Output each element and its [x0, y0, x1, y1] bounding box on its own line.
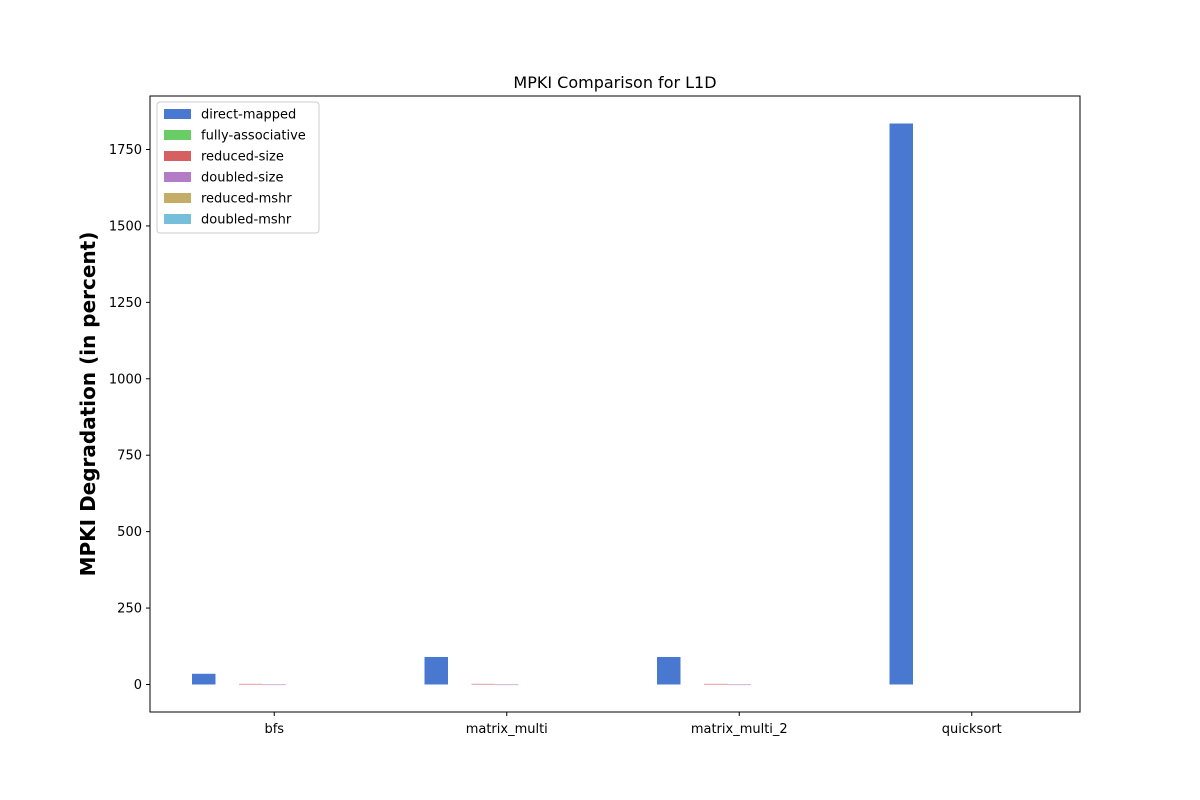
bars-group: [192, 123, 913, 686]
bar-doubled-size-matrix_multi_2: [727, 684, 751, 686]
y-tick-label-1500: 1500: [109, 219, 142, 234]
legend-swatch-doubled-size: [164, 172, 191, 182]
plot-frame: [149, 95, 1081, 713]
legend: direct-mapped fully-associative reduced-si…: [156, 101, 320, 234]
y-tick-label-1750: 1750: [109, 143, 142, 158]
x-tick-label-matrix_multi_2: matrix_multi_2: [691, 722, 788, 737]
bar-direct-mapped-bfs: [192, 673, 216, 685]
bar-doubled-size-matrix_multi: [495, 684, 519, 686]
bar-reduced-size-bfs: [239, 683, 263, 685]
legend-label-reduced-mshr: reduced-mshr: [201, 192, 292, 207]
y-axis-label: MPKI Degradation (in percent): [76, 232, 100, 577]
y-tick-label-250: 250: [117, 602, 142, 617]
bar-reduced-size-matrix_multi: [471, 683, 495, 685]
legend-swatch-doubled-mshr: [164, 214, 191, 224]
x-axis-ticks: bfs matrix_multi matrix_multi_2 quicksort: [264, 712, 1002, 737]
legend-swatch-direct-mapped: [164, 109, 191, 119]
x-tick-label-matrix_multi: matrix_multi: [466, 722, 548, 737]
y-tick-label-500: 500: [117, 525, 142, 540]
legend-label-doubled-mshr: doubled-mshr: [201, 213, 292, 228]
x-tick-label-bfs: bfs: [264, 722, 284, 737]
legend-box: [156, 101, 320, 234]
y-tick-label-1250: 1250: [109, 296, 142, 311]
y-tick-label-0: 0: [134, 678, 142, 693]
bar-doubled-size-bfs: [262, 684, 286, 686]
bar-reduced-size-matrix_multi_2: [704, 683, 728, 685]
legend-label-reduced-size: reduced-size: [201, 150, 284, 165]
legend-swatch-reduced-mshr: [164, 193, 191, 203]
x-tick-label-quicksort: quicksort: [942, 722, 1002, 737]
legend-label-doubled-size: doubled-size: [201, 171, 283, 186]
chart-title: MPKI Comparison for L1D: [513, 73, 716, 92]
legend-swatch-reduced-size: [164, 151, 191, 161]
bar-direct-mapped-quicksort: [889, 123, 913, 685]
legend-label-direct-mapped: direct-mapped: [201, 108, 296, 123]
y-tick-label-750: 750: [117, 449, 142, 464]
legend-label-fully-associative: fully-associative: [201, 129, 306, 144]
y-tick-label-1000: 1000: [109, 372, 142, 387]
bar-direct-mapped-matrix_multi: [424, 656, 448, 685]
legend-swatch-fully-associative: [164, 130, 191, 140]
y-axis-ticks: 0 250 500 750 1000 1250 1500 1750: [109, 143, 150, 693]
bar-direct-mapped-matrix_multi_2: [657, 656, 681, 685]
